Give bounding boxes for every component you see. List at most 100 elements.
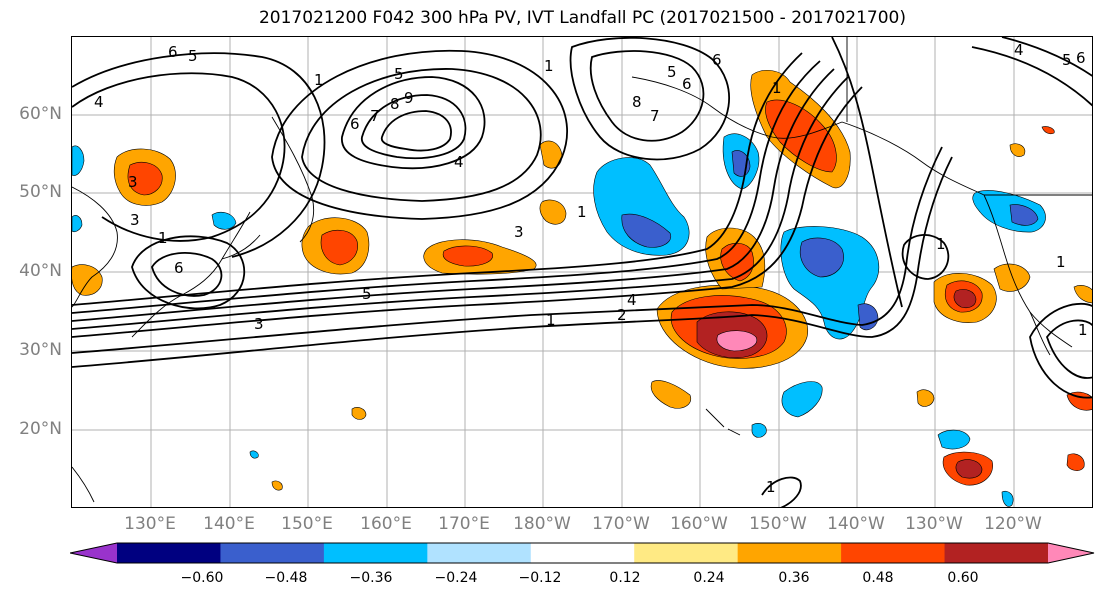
contour-label: 1: [577, 203, 587, 221]
anomaly-subtropic-1: [650, 380, 692, 409]
contour-arctic-low-3: [380, 110, 452, 152]
contour-label: 1: [936, 235, 946, 253]
map-plot-area: 4 6 5 1 5 6 7 8 9 4 3 1 8 7 6 6 5 3 4 2 …: [71, 36, 1093, 508]
contour-west-low: [151, 252, 223, 297]
anomaly-small-8: [1041, 126, 1055, 135]
lat-label-30n: 30°N: [19, 340, 62, 360]
contour-label: 1: [546, 311, 556, 329]
contour-label: 4: [94, 93, 104, 111]
contour-label: 4: [627, 291, 637, 309]
contour-label: 5: [188, 47, 198, 65]
contour-label: 5: [667, 63, 677, 81]
anomaly-kuril-inner: [320, 229, 358, 266]
anomaly-small-5: [1009, 143, 1026, 157]
contour-label: 3: [254, 315, 264, 333]
contour-label: 3: [128, 173, 138, 191]
colorbar-tick: 0.48: [862, 570, 894, 586]
colorbar-extend-high: [1048, 543, 1094, 563]
coast-baja: [1029, 311, 1051, 356]
map-title: 2017021200 F042 300 hPa PV, IVT Landfall…: [258, 8, 906, 28]
contour-arctic-low: [341, 76, 486, 170]
lon-label-150w: 150°W: [749, 514, 807, 534]
colorbar-tick: −0.12: [518, 570, 562, 586]
anomaly-blue-aleutian-inner: [621, 213, 672, 248]
contour-label: 1: [158, 229, 168, 247]
colorbar-cell: [634, 543, 739, 563]
colorbar-cell: [323, 543, 428, 563]
coast-kamchatka: [271, 116, 315, 243]
graticule: [72, 37, 1092, 507]
colorbar-tick: −0.60: [180, 570, 224, 586]
anomaly-small-6: [1066, 391, 1092, 411]
contour-label-group: 4 6 5 1 5 6 7 8 9 4 3 1 8 7 6 6 5 3 4 2 …: [94, 41, 1088, 496]
colorbar-tick: −0.48: [264, 570, 308, 586]
lat-label-20n: 20°N: [19, 419, 62, 439]
lon-label-170w: 170°W: [592, 514, 650, 534]
anomaly-japan-inner: [127, 162, 163, 196]
anomaly-small-4: [271, 480, 283, 491]
anomaly-subtropic-2-core: [955, 459, 983, 479]
contour-label: 6: [168, 43, 178, 61]
contour-jet-2: [72, 76, 849, 330]
contour-alaska-ridge: [831, 37, 903, 308]
contour-ne-corner-2: [1001, 37, 1092, 77]
contour-label: 7: [370, 107, 380, 125]
contour-jet-4: [72, 60, 821, 314]
contour-jet-1: [72, 86, 863, 338]
anomaly-blue-sub-2: [937, 429, 971, 450]
contour-arctic-low-2: [361, 94, 467, 160]
anomaly-blue-mid: [211, 211, 237, 230]
contour-label: 6: [712, 51, 722, 69]
lon-label-140e: 140°E: [203, 514, 255, 534]
contour-label: 2: [617, 306, 627, 324]
anomaly-baja: [993, 263, 1031, 292]
anomaly-ca-core: [953, 289, 977, 309]
contour-label: 8: [390, 95, 400, 113]
contour-label: 1: [766, 478, 776, 496]
colorbar-cell: [841, 543, 946, 563]
coast-usa: [983, 194, 1073, 348]
coast-philippines: [72, 466, 95, 503]
coast-hawaii: [705, 408, 741, 436]
contour-label: 4: [1014, 41, 1024, 59]
anomaly-blue-hawaii-side: [857, 303, 879, 331]
contour-label: 6: [682, 75, 692, 93]
colorbar-cell: [117, 543, 221, 563]
coast-east-asia: [72, 186, 118, 308]
pv-contours: [72, 37, 1092, 507]
lat-label-40n: 40°N: [19, 261, 62, 281]
contour-label: 6: [1076, 49, 1086, 67]
anomaly-blue-wa-inner: [1009, 204, 1039, 226]
anomaly-small-1: [351, 407, 367, 420]
colorbar-cell: [427, 543, 532, 563]
coast-alaska: [631, 76, 843, 139]
coast-japan: [131, 211, 261, 338]
contour-label: 8: [632, 93, 642, 111]
contour-se-low: [1045, 319, 1092, 379]
anomaly-hawaii-pink: [716, 330, 758, 352]
anomaly-blue-gulf-inner: [800, 237, 844, 278]
colorbar-tick: −0.36: [349, 570, 393, 586]
lon-label-130e: 130°E: [124, 514, 176, 534]
anomaly-blue-sub-1: [781, 381, 823, 418]
lon-label-170e: 170°E: [438, 514, 490, 534]
contour-south-loop: [761, 476, 802, 507]
contour-arctic-wide-2: [301, 68, 542, 202]
anomaly-blue-wa: [972, 190, 1046, 233]
colorbar-cell: [530, 543, 635, 563]
contour-west-low-2: [131, 235, 246, 310]
contour-label: 4: [454, 153, 464, 171]
lon-label-130w: 130°W: [905, 514, 963, 534]
anomaly-west-edge: [72, 264, 103, 296]
coast-bc: [841, 121, 985, 196]
colorbar: [70, 542, 1095, 564]
lon-label-140w: 140°W: [827, 514, 885, 534]
anomaly-blue-sub-3: [751, 423, 767, 438]
anomaly-small-3: [1066, 453, 1085, 471]
contour-jet-5: [72, 52, 803, 306]
contour-aleutian-2: [569, 37, 730, 161]
contour-label: 1: [1056, 253, 1066, 271]
contour-jet-3: [72, 68, 835, 322]
anomaly-small-2: [916, 389, 935, 407]
contour-label: 1: [772, 79, 782, 97]
